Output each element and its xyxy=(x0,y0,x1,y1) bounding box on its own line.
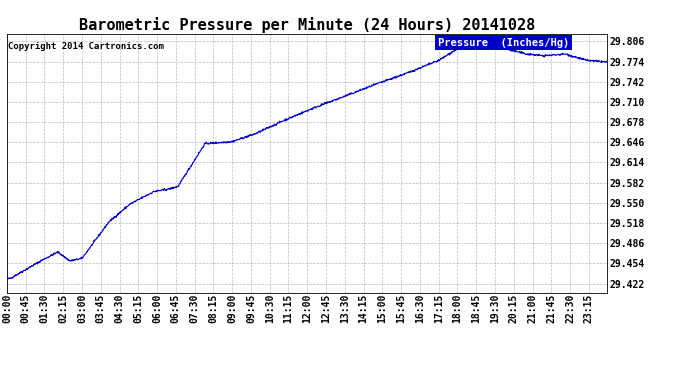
Text: Pressure  (Inches/Hg): Pressure (Inches/Hg) xyxy=(438,38,569,48)
Text: Copyright 2014 Cartronics.com: Copyright 2014 Cartronics.com xyxy=(8,42,164,51)
Title: Barometric Pressure per Minute (24 Hours) 20141028: Barometric Pressure per Minute (24 Hours… xyxy=(79,16,535,33)
